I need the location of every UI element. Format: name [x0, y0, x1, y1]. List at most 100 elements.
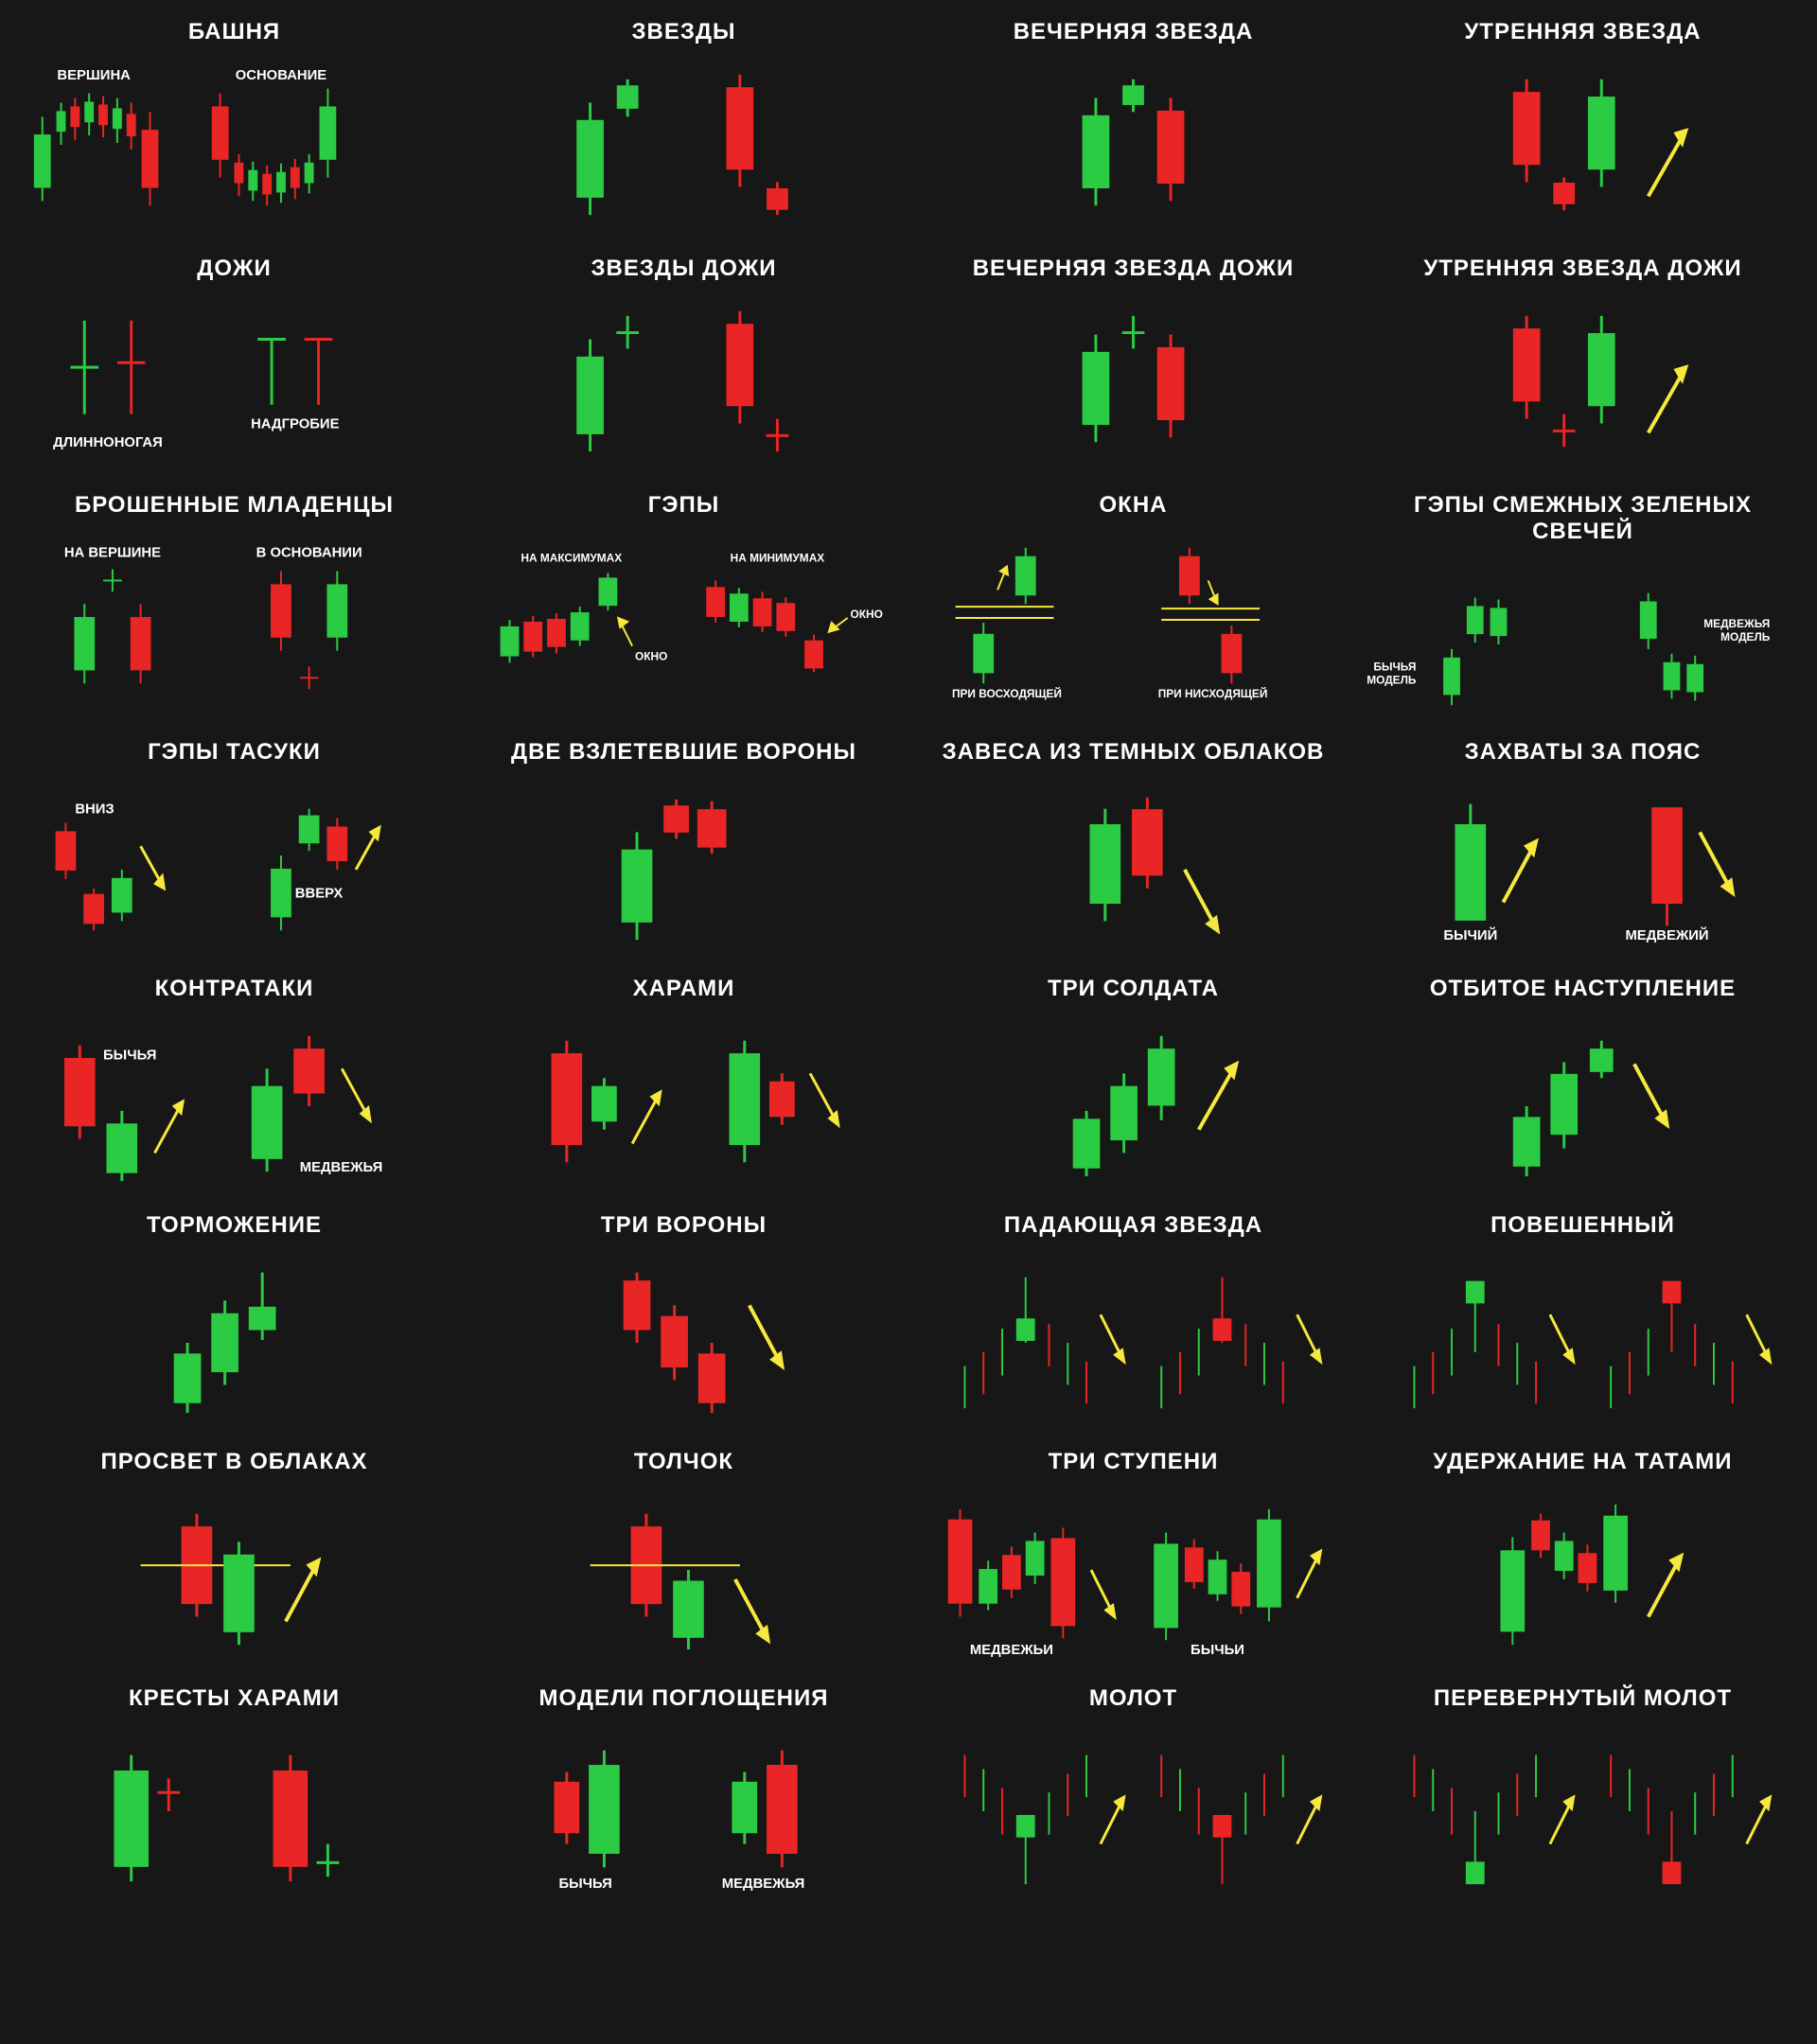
- svg-text:МЕДВЕЖИЙ: МЕДВЕЖИЙ: [1625, 926, 1708, 943]
- pattern-title: ДОЖИ: [197, 256, 271, 282]
- pattern-mat-hold: УДЕРЖАНИЕ НА ТАТАМИ: [1367, 1449, 1798, 1676]
- pattern-title: ПЕРЕВЕРНУТЫЙ МОЛОТ: [1434, 1685, 1732, 1712]
- chart-abandoned-babies: НА ВЕРШИНЕ В ОСНОВАНИИ: [19, 533, 450, 703]
- chart-hanging-man: [1367, 1253, 1798, 1423]
- chart-morning-star: [1367, 60, 1798, 230]
- svg-text:БЫЧЬЯ: БЫЧЬЯ: [103, 1048, 156, 1063]
- pattern-title: ПАДАЮЩАЯ ЗВЕЗДА: [1004, 1212, 1262, 1239]
- svg-text:МЕДВЕЖЬЯ: МЕДВЕЖЬЯ: [1703, 617, 1770, 630]
- pattern-morning-star: УТРЕННЯЯ ЗВЕЗДА: [1367, 19, 1798, 246]
- pattern-title: БРОШЕННЫЕ МЛАДЕНЦЫ: [75, 492, 394, 519]
- svg-text:МОДЕЛЬ: МОДЕЛЬ: [1720, 630, 1771, 643]
- svg-text:БЫЧЬЯ: БЫЧЬЯ: [558, 1877, 611, 1892]
- svg-text:БЫЧЬЯ: БЫЧЬЯ: [1373, 661, 1416, 674]
- pattern-tasuki: ГЭПЫ ТАСУКИ ВНИЗ ВВЕРХ: [19, 739, 450, 966]
- pattern-engulfing: МОДЕЛИ ПОГЛОЩЕНИЯ БЫЧЬЯ МЕДВЕЖЬЯ: [468, 1685, 899, 1912]
- chart-doji: ДЛИННОНОГАЯ НАДГРОБИЕ: [19, 296, 450, 467]
- pattern-title: УТРЕННЯЯ ЗВЕЗДА ДОЖИ: [1423, 256, 1741, 282]
- pattern-title: КРЕСТЫ ХАРАМИ: [129, 1685, 340, 1712]
- chart-shooting-star: [918, 1253, 1349, 1423]
- pattern-counterattack: КОНТРАТАКИ БЫЧЬЯ МЕДВЕЖЬЯ: [19, 976, 450, 1203]
- pattern-title: ГЭПЫ: [648, 492, 719, 519]
- svg-text:МЕДВЕЖЬЯ: МЕДВЕЖЬЯ: [722, 1877, 805, 1892]
- svg-text:ТЕНДЕНЦИИ: ТЕНДЕНЦИИ: [1177, 701, 1247, 703]
- svg-text:МЕДВЕЖЬЯ: МЕДВЕЖЬЯ: [300, 1160, 383, 1175]
- pattern-evening-doji-star: ВЕЧЕРНЯЯ ЗВЕЗДА ДОЖИ: [918, 256, 1349, 483]
- svg-text:ВНИЗ: ВНИЗ: [75, 802, 114, 818]
- pattern-title: ХАРАМИ: [633, 976, 735, 1002]
- svg-text:МОДЕЛЬ: МОДЕЛЬ: [1367, 674, 1417, 687]
- patterns-grid: БАШНЯ ВЕРШИНА ОСНОВАНИЕ ЗВЕЗДЫ ВЕЧЕРНЯЯ …: [19, 19, 1798, 1912]
- pattern-title: ВЕЧЕРНЯЯ ЗВЕЗДА: [1014, 19, 1254, 45]
- pattern-belt-hold: ЗАХВАТЫ ЗА ПОЯС БЫЧИЙ МЕДВЕЖИЙ: [1367, 739, 1798, 966]
- pattern-tower: БАШНЯ ВЕРШИНА ОСНОВАНИЕ: [19, 19, 450, 246]
- pattern-title: ТОЛЧОК: [634, 1449, 733, 1475]
- pattern-title: ТОРМОЖЕНИЕ: [147, 1212, 322, 1239]
- pattern-dark-cloud: ЗАВЕСА ИЗ ТЕМНЫХ ОБЛАКОВ: [918, 739, 1349, 966]
- pattern-three-soldiers: ТРИ СОЛДАТА: [918, 976, 1349, 1203]
- chart-gaps: НА МАКСИМУМАХ НА МИНИМУМАХ ОКНО ОКНО: [468, 533, 899, 703]
- chart-adjacent-gaps: БЫЧЬЯ МОДЕЛЬ МЕДВЕЖЬЯ МОДЕЛЬ: [1367, 559, 1798, 730]
- pattern-title: МОДЕЛИ ПОГЛОЩЕНИЯ: [539, 1685, 829, 1712]
- pattern-title: УДЕРЖАНИЕ НА ТАТАМИ: [1433, 1449, 1732, 1475]
- pattern-three-crows: ТРИ ВОРОНЫ: [468, 1212, 899, 1439]
- chart-tasuki: ВНИЗ ВВЕРХ: [19, 780, 450, 950]
- pattern-title: ГЭПЫ СМЕЖНЫХ ЗЕЛЕНЫХ СВЕЧЕЙ: [1367, 492, 1798, 545]
- chart-inverted-hammer: [1367, 1726, 1798, 1896]
- chart-harami-cross: [19, 1726, 450, 1896]
- chart-deliberation: [1367, 1016, 1798, 1187]
- pattern-title: УТРЕННЯЯ ЗВЕЗДА: [1464, 19, 1701, 45]
- pattern-harami-cross: КРЕСТЫ ХАРАМИ: [19, 1685, 450, 1912]
- pattern-title: ЗВЕЗДЫ: [631, 19, 735, 45]
- pattern-stars: ЗВЕЗДЫ: [468, 19, 899, 246]
- pattern-braking: ТОРМОЖЕНИЕ: [19, 1212, 450, 1439]
- pattern-deliberation: ОТБИТОЕ НАСТУПЛЕНИЕ: [1367, 976, 1798, 1203]
- svg-text:В ОСНОВАНИИ: В ОСНОВАНИИ: [256, 546, 362, 561]
- chart-piercing: [19, 1489, 450, 1660]
- pattern-adjacent-gaps: ГЭПЫ СМЕЖНЫХ ЗЕЛЕНЫХ СВЕЧЕЙ БЫЧЬЯ МОДЕЛЬ…: [1367, 492, 1798, 730]
- pattern-title: ЗАХВАТЫ ЗА ПОЯС: [1465, 739, 1702, 766]
- chart-three-crows: [468, 1253, 899, 1423]
- pattern-shooting-star: ПАДАЮЩАЯ ЗВЕЗДА: [918, 1212, 1349, 1439]
- chart-evening-doji-star: [918, 296, 1349, 467]
- svg-text:НАДГРОБИЕ: НАДГРОБИЕ: [251, 416, 339, 432]
- pattern-title: ТРИ ВОРОНЫ: [601, 1212, 767, 1239]
- pattern-three-methods: ТРИ СТУПЕНИ МЕДВЕЖЬИ БЫЧЬИ: [918, 1449, 1349, 1676]
- svg-text:ТЕНДЕНЦИИ: ТЕНДЕНЦИИ: [972, 701, 1042, 703]
- pattern-title: ЗВЕЗДЫ ДОЖИ: [591, 256, 776, 282]
- chart-dark-cloud: [918, 780, 1349, 950]
- svg-text:ПРИ НИСХОДЯЩЕЙ: ПРИ НИСХОДЯЩЕЙ: [1158, 686, 1268, 700]
- pattern-two-crows: ДВЕ ВЗЛЕТЕВШИЕ ВОРОНЫ: [468, 739, 899, 966]
- pattern-doji: ДОЖИ ДЛИННОНОГАЯ НАДГРОБИЕ: [19, 256, 450, 483]
- pattern-thrusting: ТОЛЧОК: [468, 1449, 899, 1676]
- svg-text:ДЛИННОНОГАЯ: ДЛИННОНОГАЯ: [53, 435, 163, 450]
- chart-harami: [468, 1016, 899, 1187]
- pattern-hammer: МОЛОТ: [918, 1685, 1349, 1912]
- pattern-evening-star: ВЕЧЕРНЯЯ ЗВЕЗДА: [918, 19, 1349, 246]
- pattern-abandoned-babies: БРОШЕННЫЕ МЛАДЕНЦЫ НА ВЕРШИНЕ В ОСНОВАНИ…: [19, 492, 450, 730]
- chart-hammer: [918, 1726, 1349, 1896]
- chart-mat-hold: [1367, 1489, 1798, 1660]
- svg-text:ВЕРШИНА: ВЕРШИНА: [57, 68, 131, 83]
- chart-two-crows: [468, 780, 899, 950]
- pattern-piercing: ПРОСВЕТ В ОБЛАКАХ: [19, 1449, 450, 1676]
- svg-text:НА МАКСИМУМАХ: НА МАКСИМУМАХ: [520, 552, 622, 565]
- chart-braking: [19, 1253, 450, 1423]
- pattern-title: ВЕЧЕРНЯЯ ЗВЕЗДА ДОЖИ: [973, 256, 1295, 282]
- svg-text:МЕДВЕЖЬИ: МЕДВЕЖЬИ: [970, 1643, 1053, 1658]
- pattern-harami: ХАРАМИ: [468, 976, 899, 1203]
- pattern-title: ПРОСВЕТ В ОБЛАКАХ: [100, 1449, 367, 1475]
- pattern-morning-doji-star: УТРЕННЯЯ ЗВЕЗДА ДОЖИ: [1367, 256, 1798, 483]
- svg-text:НА МИНИМУМАХ: НА МИНИМУМАХ: [731, 552, 825, 565]
- chart-counterattack: БЫЧЬЯ МЕДВЕЖЬЯ: [19, 1016, 450, 1187]
- pattern-title: ТРИ СТУПЕНИ: [1049, 1449, 1219, 1475]
- chart-belt-hold: БЫЧИЙ МЕДВЕЖИЙ: [1367, 780, 1798, 950]
- pattern-title: БАШНЯ: [188, 19, 280, 45]
- pattern-title: ОКНА: [1100, 492, 1168, 519]
- pattern-title: ДВЕ ВЗЛЕТЕВШИЕ ВОРОНЫ: [511, 739, 856, 766]
- pattern-gaps: ГЭПЫ НА МАКСИМУМАХ НА МИНИМУМАХ ОКНО ОКН…: [468, 492, 899, 730]
- pattern-doji-stars: ЗВЕЗДЫ ДОЖИ: [468, 256, 899, 483]
- chart-tower: ВЕРШИНА ОСНОВАНИЕ: [19, 60, 450, 230]
- svg-text:НА ВЕРШИНЕ: НА ВЕРШИНЕ: [64, 546, 161, 561]
- pattern-title: ЗАВЕСА ИЗ ТЕМНЫХ ОБЛАКОВ: [943, 739, 1325, 766]
